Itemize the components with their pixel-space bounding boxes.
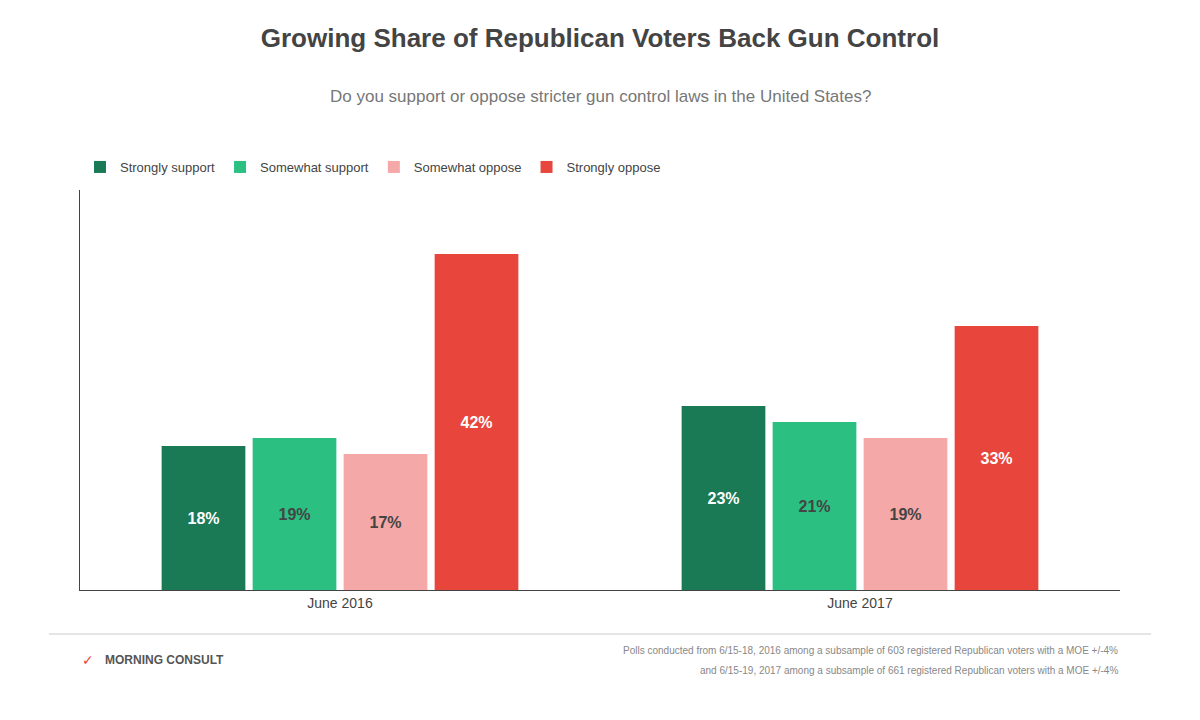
svg-text:✓: ✓ (82, 652, 94, 668)
svg-text:Strongly support: Strongly support (120, 160, 215, 175)
svg-text:Growing Share of Republican Vo: Growing Share of Republican Voters Back … (261, 23, 940, 53)
svg-text:42%: 42% (460, 414, 492, 431)
svg-text:Somewhat oppose: Somewhat oppose (414, 160, 522, 175)
svg-text:19%: 19% (278, 506, 310, 523)
svg-text:19%: 19% (889, 506, 921, 523)
svg-text:June 2016: June 2016 (307, 595, 373, 611)
svg-text:and 6/15-19, 2017 among a subs: and 6/15-19, 2017 among a subsample of 6… (700, 665, 1118, 676)
svg-text:Do you support or oppose stric: Do you support or oppose stricter gun co… (330, 87, 871, 106)
svg-text:17%: 17% (369, 514, 401, 531)
svg-text:June 2017: June 2017 (827, 595, 893, 611)
svg-text:Somewhat support: Somewhat support (260, 160, 369, 175)
svg-text:MORNING CONSULT: MORNING CONSULT (105, 653, 224, 667)
svg-text:Strongly oppose: Strongly oppose (567, 160, 661, 175)
svg-text:18%: 18% (187, 510, 219, 527)
svg-text:21%: 21% (798, 498, 830, 515)
svg-text:Polls conducted from 6/15-18,: Polls conducted from 6/15-18, 2016 among… (623, 645, 1118, 656)
svg-text:33%: 33% (980, 450, 1012, 467)
svg-text:23%: 23% (707, 490, 739, 507)
